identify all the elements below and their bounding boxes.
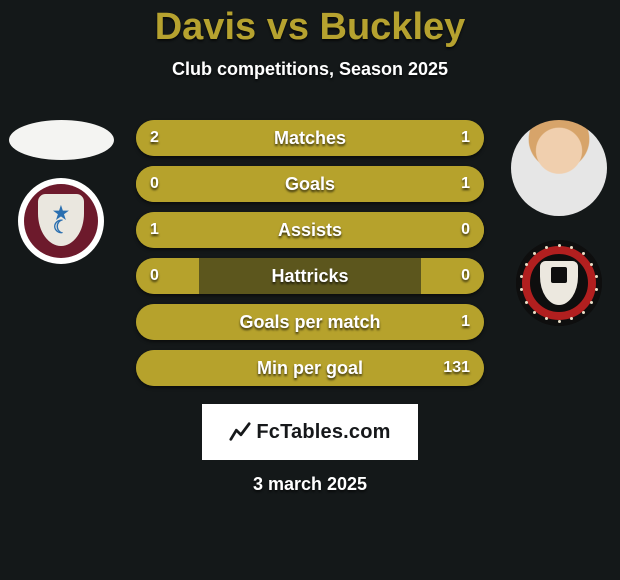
stat-label: Matches xyxy=(136,120,484,156)
stat-label: Assists xyxy=(136,212,484,248)
stat-label: Goals per match xyxy=(136,304,484,340)
stat-value-left: 1 xyxy=(150,212,159,248)
stat-value-right: 131 xyxy=(443,350,470,386)
stat-value-right: 0 xyxy=(461,212,470,248)
stats-container: Matches21Goals01Assists10Hattricks00Goal… xyxy=(136,120,484,396)
branding-box: FcTables.com xyxy=(202,404,418,460)
stat-row: Hattricks0 0 xyxy=(136,258,484,294)
chart-icon xyxy=(229,421,251,443)
club-crest-right xyxy=(516,240,602,326)
stat-value-left: 2 xyxy=(150,120,159,156)
stat-value-right: 1 xyxy=(461,166,470,202)
club-crest-left: ★☾ xyxy=(18,178,104,264)
branding-text: FcTables.com xyxy=(256,421,390,444)
page-title: Davis vs Buckley xyxy=(0,0,620,49)
crest-ring-text-dots xyxy=(516,240,602,326)
stat-row: Goals per match1 xyxy=(136,304,484,340)
player-right-photo xyxy=(511,120,607,216)
stat-label: Min per goal xyxy=(136,350,484,386)
stat-row: Goals0 1 xyxy=(136,166,484,202)
stat-row: Assists1 0 xyxy=(136,212,484,248)
page-subtitle: Club competitions, Season 2025 xyxy=(0,59,620,80)
stat-label: Hattricks xyxy=(136,258,484,294)
stat-row: Matches2 1 xyxy=(136,120,484,156)
player-right-column xyxy=(504,120,614,326)
comparison-card: { "title": "Davis vs Buckley", "title_co… xyxy=(0,0,620,580)
player-left-photo xyxy=(9,120,114,160)
stat-value-right: 1 xyxy=(461,304,470,340)
stat-value-left: 0 xyxy=(150,166,159,202)
stat-value-right: 1 xyxy=(461,120,470,156)
date-text: 3 march 2025 xyxy=(0,474,620,495)
stat-row: Min per goal131 xyxy=(136,350,484,386)
stat-label: Goals xyxy=(136,166,484,202)
stat-value-right: 0 xyxy=(461,258,470,294)
stat-value-left: 0 xyxy=(150,258,159,294)
player-left-column: ★☾ xyxy=(6,120,116,264)
